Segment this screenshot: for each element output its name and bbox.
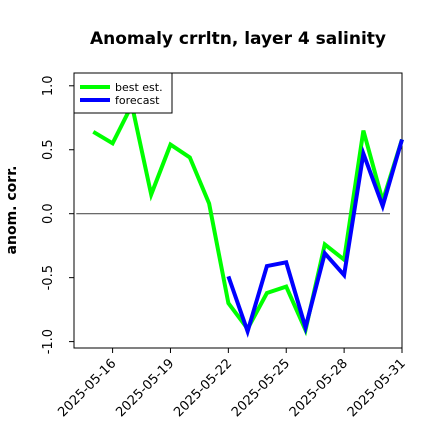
legend: best est. forecast (73, 72, 173, 114)
x-tick-label: 2025-05-25 (229, 356, 293, 420)
series-line-best-est (92, 99, 404, 337)
legend-label-best-est: best est. (115, 81, 163, 94)
y-axis-label: anom. corr. (4, 166, 20, 255)
x-tick-label: 2025-05-16 (55, 356, 119, 420)
y-tick-label: -0.5 (41, 265, 56, 290)
y-tick-label: 1.0 (41, 75, 56, 96)
series-line-forecast (226, 138, 404, 338)
y-tick-label: 0.0 (41, 203, 56, 224)
y-tick-label: 0.5 (41, 139, 56, 160)
x-tick-label: 2025-05-31 (345, 356, 409, 420)
y-axis: -1.0 -0.5 0.0 0.5 1.0 (41, 75, 74, 354)
chart-title: Anomaly crrltn, layer 4 salinity (90, 29, 386, 49)
plot-frame (73, 72, 403, 349)
x-tick-label: 2025-05-19 (113, 356, 177, 420)
legend-box (73, 72, 173, 114)
legend-label-forecast: forecast (115, 94, 160, 107)
x-tick-label: 2025-05-22 (171, 356, 235, 420)
x-axis: 2025-05-162025-05-192025-05-222025-05-25… (55, 348, 409, 420)
plot-area (73, 72, 404, 349)
x-tick-label: 2025-05-28 (287, 356, 351, 420)
y-tick-label: -1.0 (41, 329, 56, 354)
